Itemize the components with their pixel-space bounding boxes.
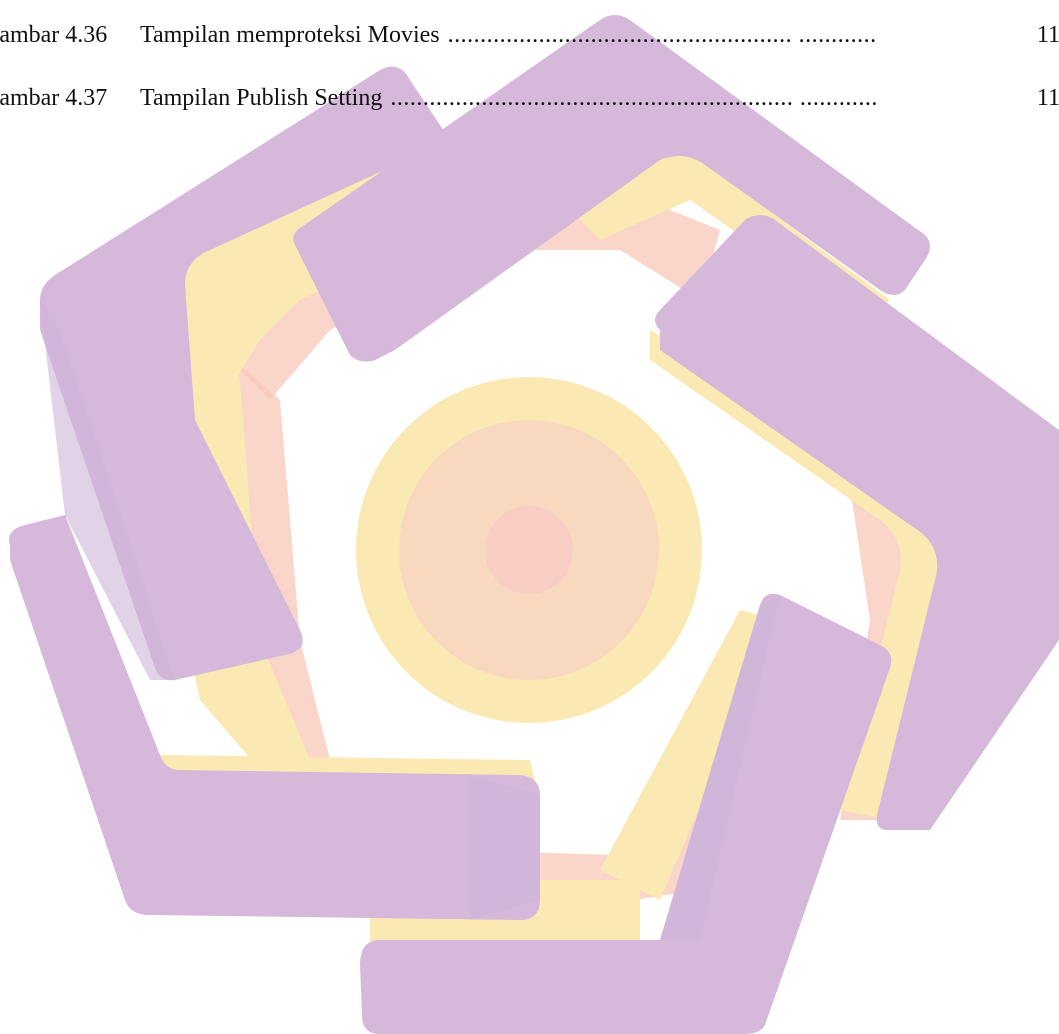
figure-title: Tampilan Publish Setting bbox=[140, 85, 383, 111]
page-number: 112 bbox=[1036, 22, 1059, 48]
figure-number: Gambar 4.37 bbox=[0, 85, 108, 111]
dot-leader: ........................................… bbox=[390, 85, 878, 111]
figure-title: Tampilan memproteksi Movies bbox=[140, 22, 440, 48]
dot-leader: ........................................… bbox=[447, 22, 877, 48]
star-pentagon-logo-icon bbox=[9, 15, 1059, 1034]
figure-number: Gambar 4.36 bbox=[0, 22, 108, 48]
page-number: 113 bbox=[1036, 85, 1059, 111]
toc-entry: Gambar 4.37 Tampilan Publish Setting ...… bbox=[0, 85, 1059, 115]
toc-entry: Gambar 4.36 Tampilan memproteksi Movies … bbox=[0, 22, 1059, 52]
